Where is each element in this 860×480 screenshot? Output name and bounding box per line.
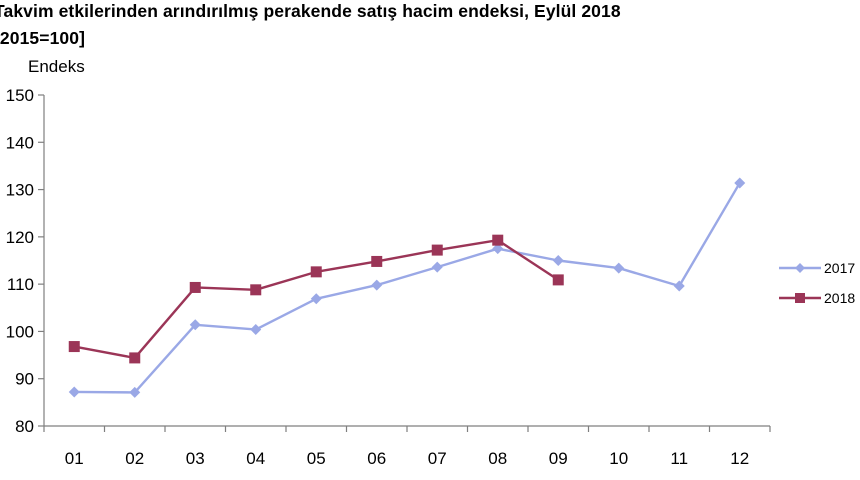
x-tick-label: 08 [488,449,507,468]
data-point [492,234,504,246]
data-point [613,262,625,274]
data-point [673,280,685,292]
legend-item-2017: 2017 [779,260,855,276]
data-point [250,284,262,296]
x-tick-label: 11 [670,449,688,468]
x-tick-label: 06 [367,449,386,468]
x-tick-label: 09 [549,449,568,468]
chart-legend: 2017 2018 [779,260,855,306]
chart-axes [43,95,770,427]
y-tick-label: 130 [6,181,34,200]
data-point [431,244,443,256]
y-tick-label: 80 [15,417,34,436]
x-tick-label: 05 [307,449,326,468]
data-point [310,293,322,305]
x-tick-label: 01 [65,449,84,468]
series-2017 [68,177,746,398]
data-point [129,352,141,364]
data-point [189,319,201,331]
y-tick-label: 110 [7,275,34,294]
x-tick-label: 04 [246,449,265,468]
legend-marker [795,293,805,303]
data-point [734,177,746,189]
y-tick-label: 150 [6,86,34,105]
x-tick-label: 12 [730,449,749,468]
y-tick-label: 120 [6,228,34,247]
series-line [74,182,741,394]
y-tick-label: 140 [6,133,34,152]
x-tick-label: 07 [428,449,447,468]
legend-label: 2018 [824,290,855,306]
data-point [371,255,383,267]
data-point [552,255,564,266]
data-point [250,324,262,336]
x-tick-label: 03 [186,449,205,468]
legend-item-2018: 2018 [779,290,855,306]
y-tick-label: 100 [6,322,34,341]
y-axis-label: Endeks [28,57,85,76]
data-point [371,279,383,291]
data-point [189,281,201,293]
y-tick-label: 90 [15,370,34,389]
y-axis-ticks: 80 90 100 110 120 130 140 150 [6,86,44,436]
chart-series [68,177,746,398]
data-point [129,386,141,398]
data-point [68,341,80,353]
data-point [431,261,443,273]
x-tick-label: 02 [125,449,144,468]
x-tick-label: 10 [609,449,628,468]
legend-label: 2017 [824,260,855,276]
chart-title-line-2: [2015=100] [0,28,86,48]
data-point [552,274,564,286]
data-point [492,243,504,255]
x-axis-ticks: 01 02 03 04 05 06 07 08 09 10 11 12 [43,426,771,468]
chart-title-line-1: Takvim etkilerinden arındırılmış peraken… [0,1,621,21]
legend-marker [795,263,805,273]
data-point [68,386,80,398]
series-2018 [68,234,564,364]
chart-title: Takvim etkilerinden arındırılmış peraken… [0,0,860,52]
data-point [310,266,322,278]
